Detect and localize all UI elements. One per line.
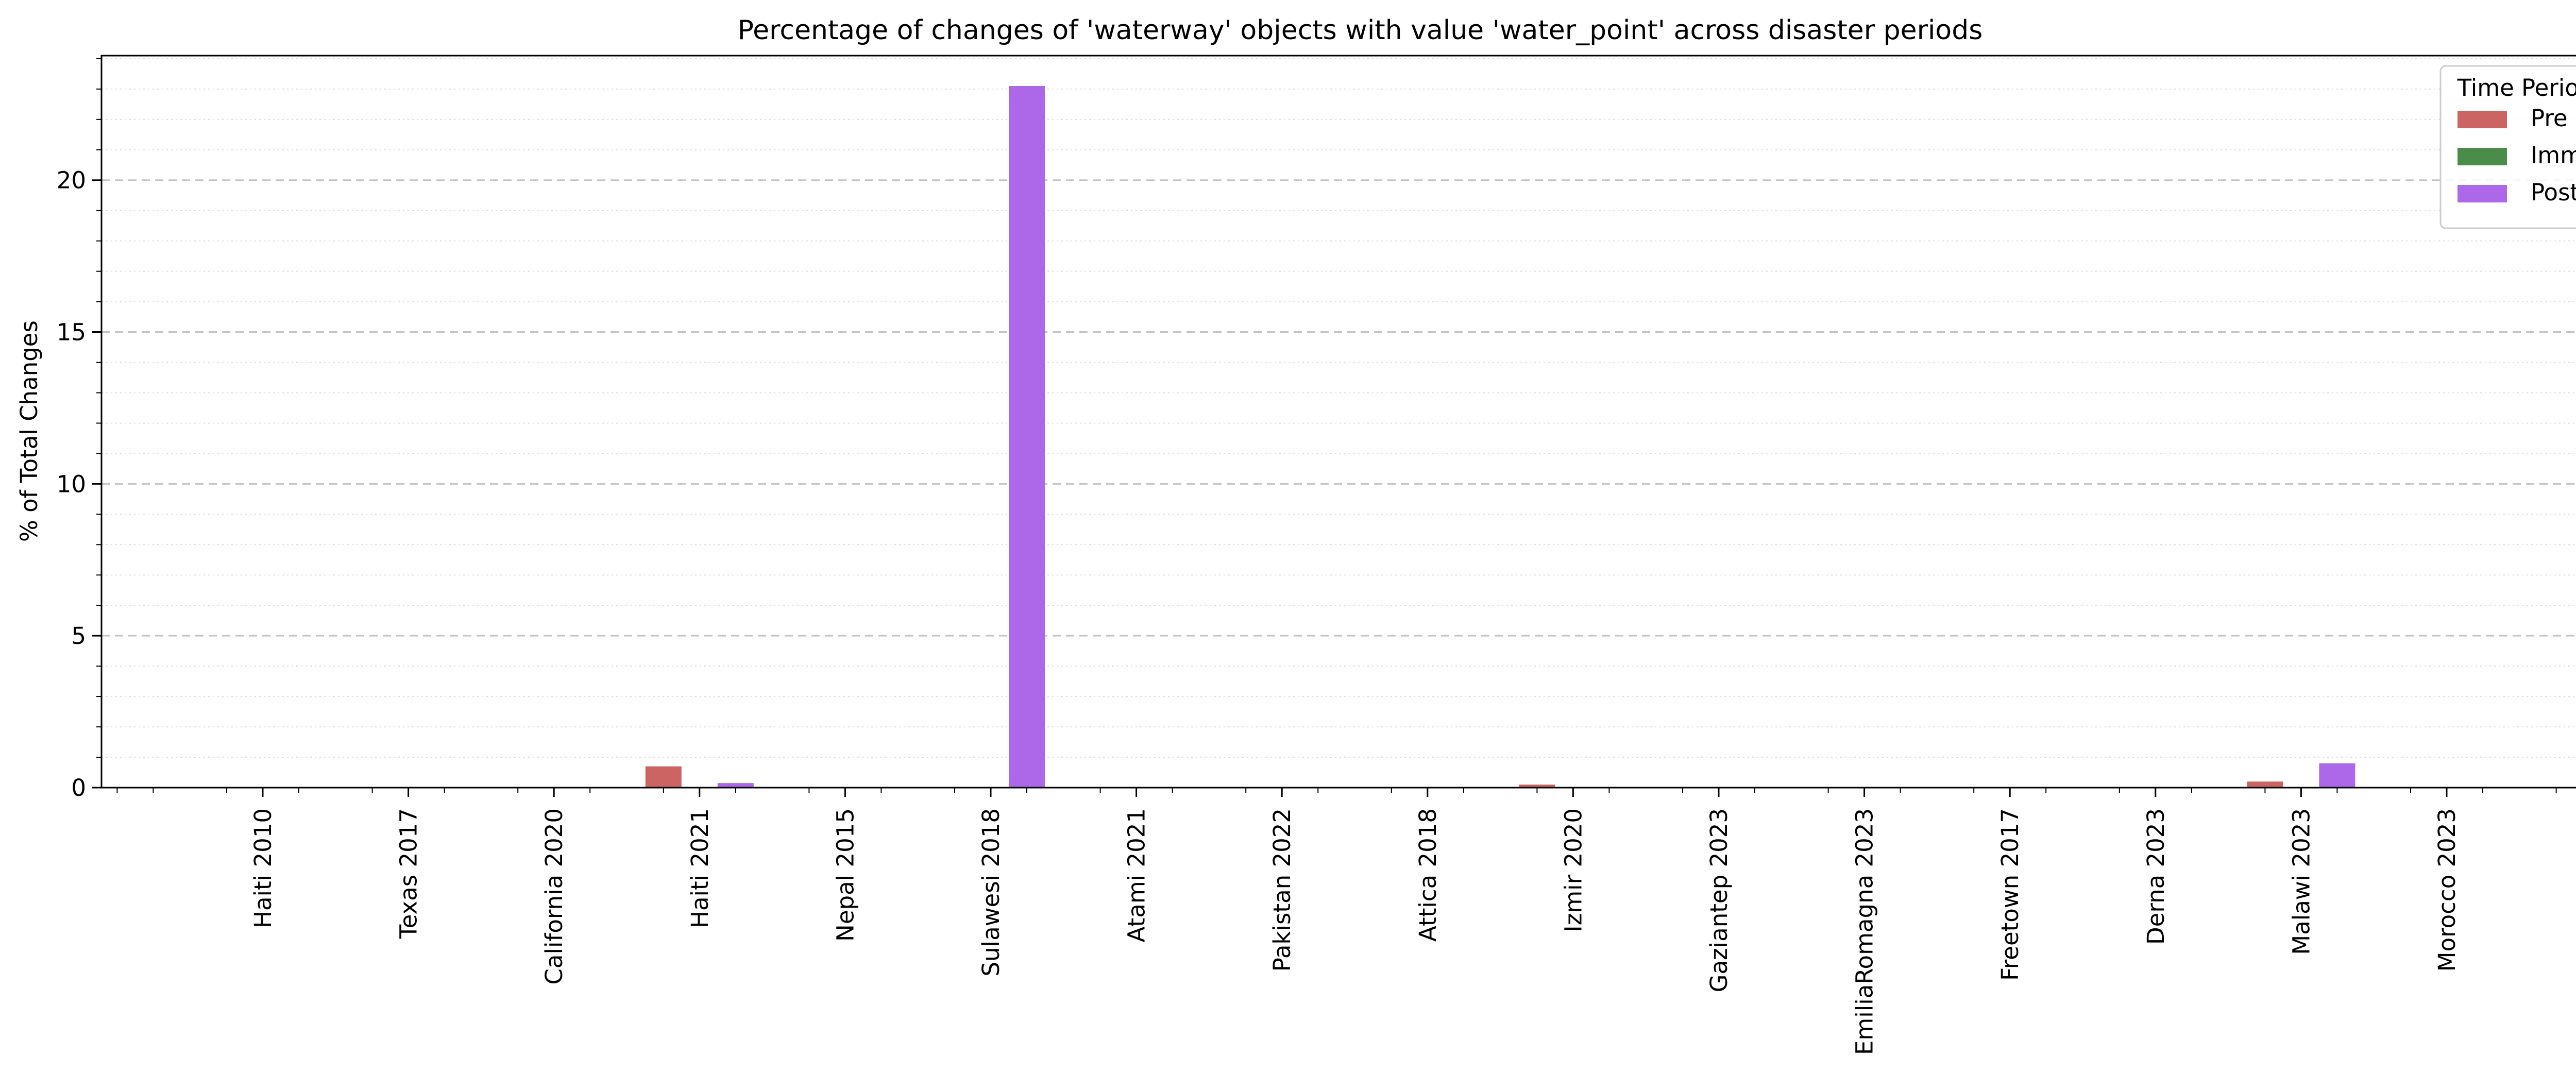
plot-frame (100, 55, 2576, 789)
x-tick-label: Atami 2021 (1123, 808, 1150, 942)
legend-label-pre: Pre (2531, 105, 2568, 132)
legend-swatch-imm (2458, 148, 2507, 165)
legend-swatch-pre (2458, 111, 2507, 128)
y-tick-label: 5 (71, 622, 86, 650)
bar-post-sulawesi-2018 (1009, 86, 1045, 788)
x-tick-label: California 2020 (540, 808, 568, 985)
x-tick-label: Freetown 2017 (1996, 808, 2024, 981)
x-tick-label: Malawi 2023 (2287, 808, 2315, 955)
bar-post-haiti-2021 (717, 783, 754, 788)
legend-label-imm: Imm (2531, 142, 2576, 169)
y-tick-label: 20 (57, 167, 86, 194)
axes-layer: 0 5 10 15 20 Haiti 2010 Texas 2017 California 2… (57, 58, 2557, 1055)
x-tick-label: EmiliaRomagna 2023 (1851, 808, 1878, 1055)
chart-title: Percentage of changes of 'waterway' obje… (738, 15, 1983, 46)
bar-pre-izmir-2020 (1519, 785, 1555, 788)
grid-layer (101, 58, 2576, 758)
legend-title: Time Period (2457, 74, 2576, 101)
y-tick-label: 0 (71, 774, 86, 802)
bar-pre-malawi-2023 (2247, 781, 2283, 788)
x-tick-label: Pakistan 2022 (1268, 808, 1296, 972)
bar-pre-haiti-2021 (645, 766, 682, 788)
bar-post-malawi-2023 (2319, 763, 2355, 788)
legend-label-post: Post (2531, 179, 2576, 206)
x-tick-label: Haiti 2010 (249, 808, 277, 928)
legend-items: Pre Imm Post (2458, 105, 2576, 206)
x-tick-label: Haiti 2021 (686, 808, 714, 928)
x-tick-label: Gaziantep 2023 (1705, 808, 1733, 992)
x-tick-label: Attica 2018 (1414, 808, 1442, 942)
legend: Time Period Pre Imm Post (2439, 65, 2576, 229)
x-tick-label: Nepal 2015 (832, 808, 859, 942)
x-tick-label: Morocco 2023 (2433, 808, 2461, 972)
y-tick-label: 10 (57, 470, 86, 498)
y-tick-label: 15 (57, 319, 86, 346)
legend-swatch-post (2458, 185, 2507, 202)
y-axis-label: % of Total Changes (15, 320, 43, 542)
bars-layer (645, 86, 2355, 788)
x-tick-label: Izmir 2020 (1560, 808, 1587, 932)
x-tick-label: Texas 2017 (395, 808, 422, 939)
x-tick-label: Sulawesi 2018 (977, 808, 1005, 976)
x-tick-label: Derna 2023 (2142, 808, 2170, 945)
